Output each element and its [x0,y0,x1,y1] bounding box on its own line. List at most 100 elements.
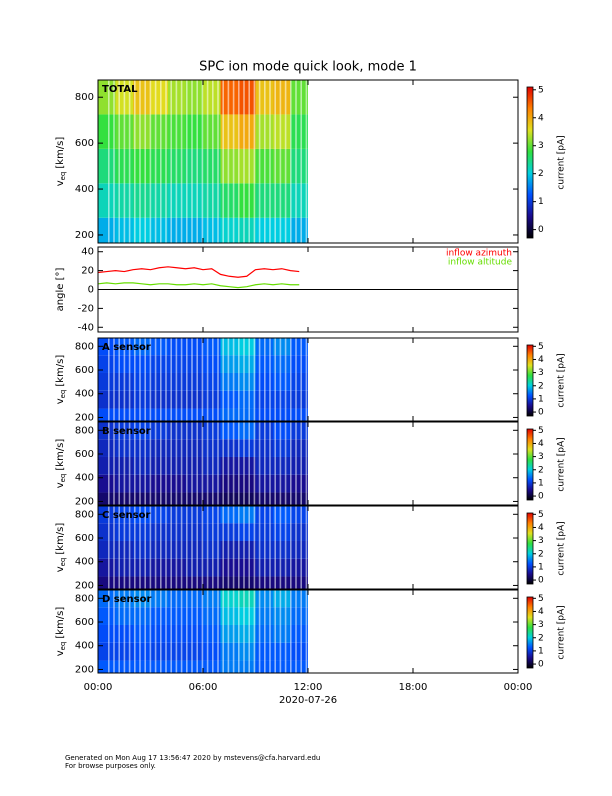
column-gap [180,422,183,505]
heatmap-cell [98,540,116,559]
column-gap [134,338,136,421]
column-gap [206,590,209,673]
column-gap [222,422,224,505]
column-gap [175,422,178,505]
y-axis-label-part: eq [59,642,67,651]
y-axis-label-part: [km/s] [55,607,66,639]
column-gap [180,80,183,243]
column-gap [274,506,276,589]
column-gap [295,80,297,243]
heatmap-cell [290,523,308,541]
y-axis-label: veq [km/s] [55,439,67,489]
heatmap-cell [290,422,308,440]
column-gap [128,506,131,589]
column-gap [238,422,240,505]
heatmap-cell [185,148,203,184]
y-axis-label: veq [km/s] [55,523,67,573]
column-gap [284,422,287,505]
column-gap [196,422,198,505]
y-tick-label: -40 [78,322,94,333]
line-series [97,282,300,289]
colorbar-label: current [pA] [557,135,567,189]
y-axis-label-part: [km/s] [55,439,66,471]
heatmap-cell [133,506,151,524]
heatmap-cell [290,506,308,524]
y-tick-label: 200 [75,412,94,423]
heatmap-cell [133,642,151,661]
heatmap-cell [185,456,203,475]
heatmap-cell [238,506,256,524]
column-gap [180,506,183,589]
heatmap-cell [238,607,256,625]
column-gap [160,506,162,589]
column-gap [248,422,250,505]
colorbar-tick-label: 4 [538,607,544,617]
panel-label: C sensor [102,510,150,521]
heatmap-cell [290,408,308,421]
heatmap-cell [238,372,256,391]
column-gap [290,506,292,589]
column-gap [154,338,157,421]
column-gap [258,80,261,243]
heatmap-cell [98,439,116,457]
column-gap [108,506,110,589]
heatmap-cell [133,80,151,115]
heatmap-cell [185,558,203,577]
column-gap [113,80,115,243]
colorbar-tick-label: 2 [538,633,544,643]
column-gap [108,422,110,505]
y-tick-label: 20 [81,266,94,277]
heatmap-cell [185,576,203,589]
column-gap [300,80,302,243]
column-gap [165,338,167,421]
y-tick-label: -20 [78,303,94,314]
column-gap [222,590,224,673]
column-gap [300,590,302,673]
column-gap [118,422,120,505]
y-tick-label: 800 [75,425,94,436]
column-gap [305,80,308,243]
x-tick-label: 00:00 [84,682,113,693]
colorbar [526,596,534,669]
legend-label: inflow altitude [448,258,513,268]
panel: A sensor 0 1 2 3 4 5 current [pA] veq [km/s] 200 40… [55,337,567,423]
column-gap [118,590,120,673]
heatmap-cell [290,355,308,373]
y-tick-label: 40 [81,247,94,258]
column-gap [269,422,271,505]
panel: TOTAL 0 1 2 3 4 5 current [pA] veq [km/s] 200 400 60… [55,79,567,244]
column-gap [170,80,172,243]
y-axis-label-part: v [55,482,66,488]
line-series [97,266,300,278]
column-gap [238,506,240,589]
column-gap [269,80,271,243]
column-gap [279,422,282,505]
column-gap [290,590,292,673]
colorbar-tick-label: 3 [538,620,544,630]
column-gap [305,422,308,505]
colorbar-tick-label: 3 [538,141,544,151]
column-gap [134,80,136,243]
column-gap [170,590,172,673]
heatmap-cell [98,558,116,577]
colorbar-tick-label: 2 [538,169,544,179]
colorbar-tick-label: 4 [538,523,544,533]
column-gap [253,80,256,243]
column-gap [160,422,162,505]
column-gap [206,422,209,505]
column-gap [201,590,204,673]
colorbar-tick-label: 0 [538,492,544,502]
heatmap-cell [133,523,151,541]
heatmap-cell [290,114,308,149]
colorbar [526,512,534,585]
y-tick-label: 400 [75,641,94,652]
column-gap [212,338,214,421]
column-gap [165,422,167,505]
heatmap-cell [133,439,151,457]
heatmap-cell [238,114,256,149]
heatmap-cell [185,183,203,218]
heatmap-cell [290,607,308,625]
colorbar-tick-label: 5 [538,510,544,520]
heatmap-cell [238,422,256,440]
